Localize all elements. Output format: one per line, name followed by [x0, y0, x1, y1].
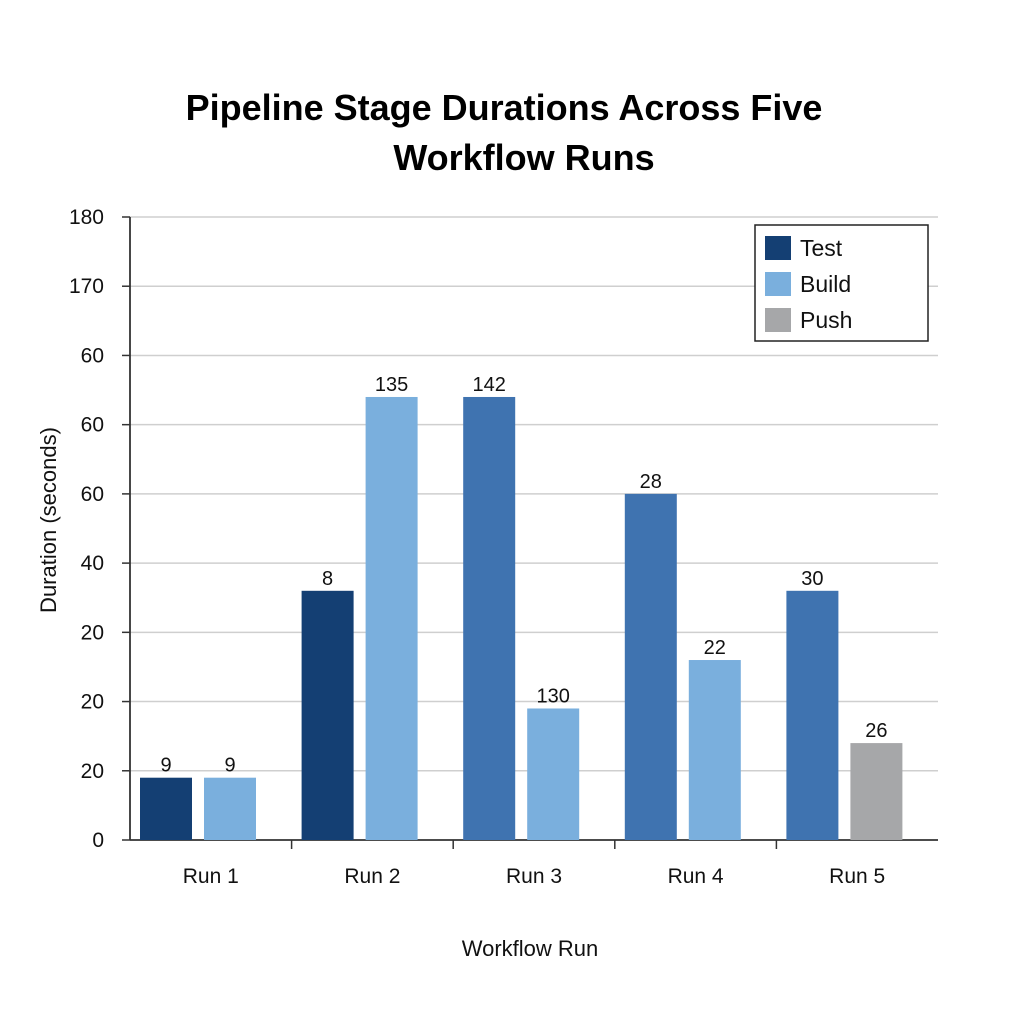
chart-title-line-2: Workflow Runs — [393, 137, 654, 178]
bar — [688, 660, 741, 840]
data-label: 9 — [160, 755, 171, 777]
bar — [850, 743, 903, 840]
bars — [140, 396, 903, 840]
x-tick-label: Run 3 — [506, 865, 562, 888]
y-tick-label: 20 — [81, 760, 104, 783]
y-tick-label: 40 — [81, 552, 104, 575]
x-tick-label: Run 1 — [183, 865, 239, 888]
data-label: 8 — [322, 568, 333, 590]
legend-label: Test — [800, 235, 843, 261]
bar — [624, 493, 677, 840]
data-labels: 9 9 8 135 142 130 28 22 30 26 — [160, 374, 887, 777]
x-axis-label: Workflow Run — [462, 936, 599, 961]
data-label: 30 — [801, 568, 823, 590]
data-label: 9 — [224, 755, 235, 777]
legend: Test Build Push — [754, 224, 929, 342]
bar — [301, 590, 354, 840]
legend-swatch — [765, 308, 791, 332]
y-tick-label: 0 — [92, 829, 104, 852]
bar — [204, 777, 256, 840]
x-tick-labels: Run 1 Run 2 Run 3 Run 4 Run 5 — [183, 865, 885, 888]
legend-label: Build — [800, 271, 851, 297]
data-label: 28 — [640, 471, 662, 493]
bar — [463, 396, 516, 840]
legend-swatch — [765, 236, 791, 260]
y-tick-label: 60 — [81, 483, 104, 506]
y-axis-label: Duration (seconds) — [36, 427, 61, 613]
bar — [140, 777, 192, 840]
y-tick-labels: 0 20 20 20 40 60 60 60 170 180 — [69, 206, 104, 852]
y-tick-label: 170 — [69, 275, 104, 298]
bar — [786, 590, 839, 840]
data-label: 135 — [375, 374, 408, 396]
gridlines — [122, 216, 938, 841]
legend-label: Push — [800, 307, 852, 333]
legend-swatch — [765, 272, 791, 296]
y-tick-label: 180 — [69, 206, 104, 229]
x-tick-label: Run 5 — [829, 865, 885, 888]
data-label: 130 — [537, 685, 570, 707]
data-label: 142 — [473, 374, 506, 396]
y-tick-label: 20 — [81, 691, 104, 714]
y-tick-label: 60 — [81, 414, 104, 437]
x-tick-label: Run 4 — [668, 865, 724, 888]
data-label: 26 — [865, 720, 887, 742]
x-tick-label: Run 2 — [344, 865, 400, 888]
y-tick-label: 60 — [81, 344, 104, 367]
bar — [365, 396, 418, 840]
bar — [527, 708, 580, 840]
chart-title-line-1: Pipeline Stage Durations Across Five — [186, 87, 823, 128]
y-tick-label: 20 — [81, 621, 104, 644]
data-label: 22 — [704, 637, 726, 659]
